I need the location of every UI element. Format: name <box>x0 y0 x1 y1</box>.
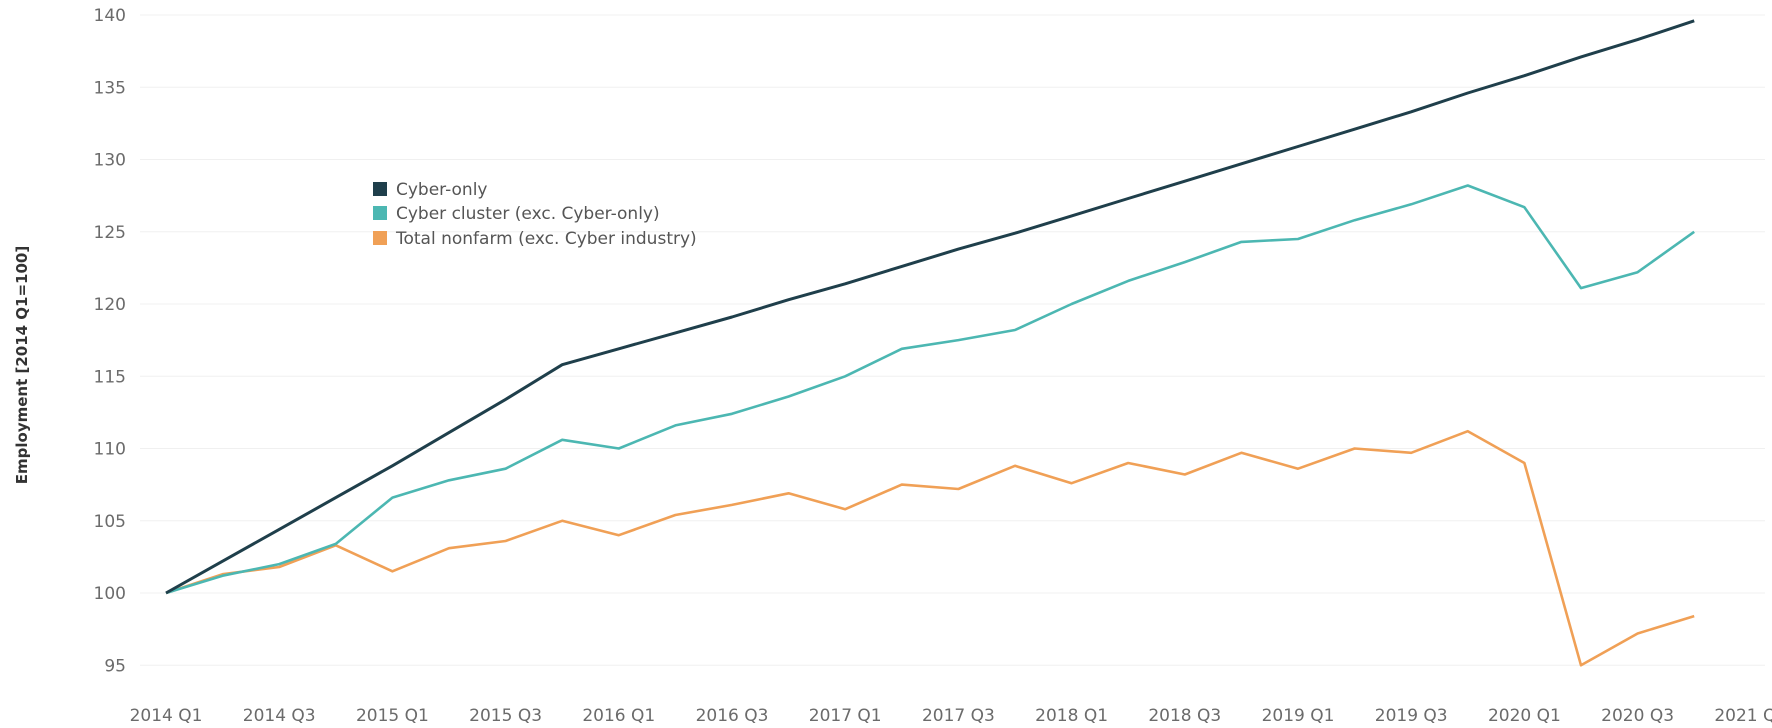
legend-label-cyber-cluster: Cyber cluster (exc. Cyber-only) <box>396 204 660 224</box>
y-tick-label: 110 <box>94 440 126 460</box>
legend-item-cyber-cluster: Cyber cluster (exc. Cyber-only) <box>373 204 660 224</box>
x-tick-label: 2016 Q1 <box>582 706 655 726</box>
x-tick-label: 2019 Q1 <box>1262 706 1335 726</box>
legend-label-cyber-only: Cyber-only <box>396 180 488 200</box>
y-tick-label: 105 <box>94 512 126 532</box>
legend-label-total-nonfarm: Total nonfarm (exc. Cyber industry) <box>395 229 697 249</box>
x-tick-label: 2015 Q3 <box>469 706 542 726</box>
y-tick-label: 130 <box>94 151 126 171</box>
legend-swatch-cyber-cluster <box>373 206 387 220</box>
y-axis-label: Employment [2014 Q1=100] <box>13 246 31 484</box>
x-tick-label: 2017 Q1 <box>809 706 882 726</box>
x-tick-label: 2014 Q1 <box>130 706 203 726</box>
legend-item-total-nonfarm: Total nonfarm (exc. Cyber industry) <box>373 229 697 249</box>
y-tick-label: 140 <box>94 6 126 26</box>
y-tick-label: 120 <box>94 295 126 315</box>
x-tick-label: 2017 Q3 <box>922 706 995 726</box>
y-tick-label: 125 <box>94 223 126 243</box>
y-tick-label: 100 <box>94 584 126 604</box>
x-tick-label: 2021 Q1 <box>1714 706 1772 726</box>
y-tick-label: 135 <box>94 78 126 98</box>
legend-swatch-cyber-only <box>373 182 387 196</box>
legend: Cyber-only Cyber cluster (exc. Cyber-onl… <box>373 180 697 249</box>
y-tick-label: 95 <box>104 656 126 676</box>
x-tick-label: 2016 Q3 <box>696 706 769 726</box>
legend-item-cyber-only: Cyber-only <box>373 180 488 200</box>
series-line-total-nonfarm-exc-cyber-industry <box>165 429 1695 667</box>
legend-swatch-total-nonfarm <box>373 231 387 245</box>
x-axis-ticks: 2014 Q1 2014 Q3 2015 Q1 2015 Q3 2016 Q1 2016 … <box>130 706 1772 726</box>
x-tick-label: 2019 Q3 <box>1375 706 1448 726</box>
series-lines <box>165 19 1695 667</box>
series-line-cyber-only <box>165 19 1695 595</box>
x-tick-label: 2020 Q3 <box>1601 706 1674 726</box>
x-tick-label: 2014 Q3 <box>243 706 316 726</box>
x-tick-label: 2018 Q1 <box>1035 706 1108 726</box>
x-tick-label: 2020 Q1 <box>1488 706 1561 726</box>
y-axis-ticks: 95 100 105 110 115 120 125 130 135 140 <box>94 6 126 676</box>
x-tick-label: 2018 Q3 <box>1148 706 1221 726</box>
y-tick-label: 115 <box>94 367 126 387</box>
grid-lines <box>140 14 1765 666</box>
series-line-cyber-cluster-exc-cyber-only <box>165 184 1695 595</box>
x-tick-label: 2015 Q1 <box>356 706 429 726</box>
